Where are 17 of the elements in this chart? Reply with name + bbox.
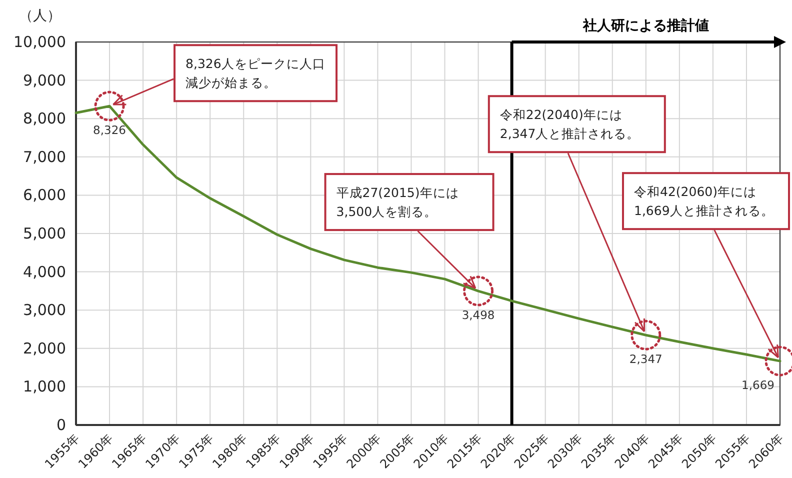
y-tick-label: 5,000 <box>23 224 66 242</box>
data-label: 2,347 <box>629 352 662 366</box>
data-label: 3,498 <box>462 308 495 322</box>
y-tick-label: 4,000 <box>23 262 66 281</box>
y-axis-title: （人） <box>19 8 61 24</box>
y-tick-label: 2,000 <box>23 339 66 358</box>
ref-line-label: 社人研による推計値 <box>582 18 709 34</box>
y-tick-label: 10,000 <box>14 33 66 51</box>
y-tick-label: 7,000 <box>23 148 66 166</box>
y-tick-label: 6,000 <box>23 186 66 204</box>
data-label: 8,326 <box>93 123 126 138</box>
y-tick-label: 3,000 <box>23 301 66 320</box>
y-tick-label: 1,000 <box>23 378 66 396</box>
y-tick-label: 9,000 <box>23 71 66 90</box>
y-tick-label: 0 <box>56 416 66 434</box>
y-tick-label: 8,000 <box>23 110 66 128</box>
data-label: 1,669 <box>742 378 774 392</box>
